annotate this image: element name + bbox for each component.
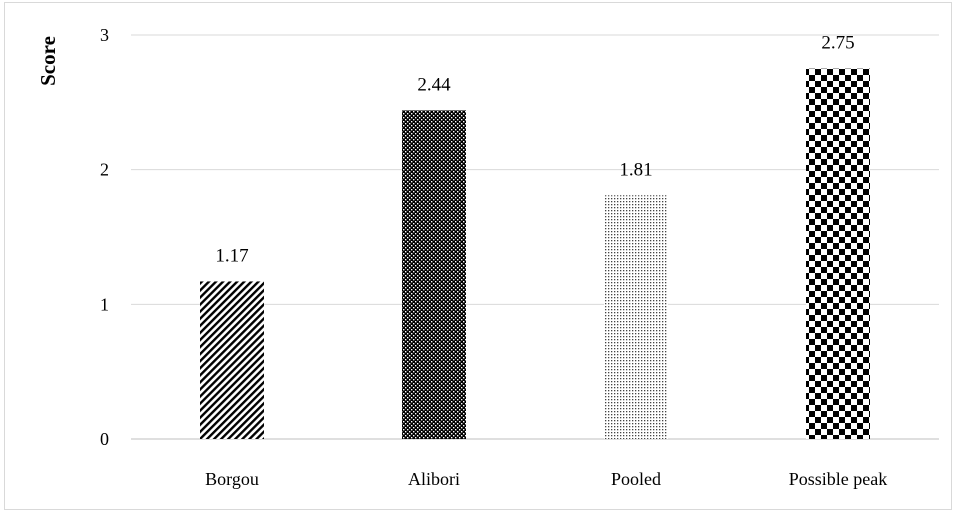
chart-frame: 0 1 2 3 1.17 Borgou 2.44 Alibori 1.81 Pooled 2.75 P… — [4, 2, 952, 510]
data-label: 1.17 — [215, 245, 248, 266]
labels: 0 1 2 3 1.17 Borgou 2.44 Alibori 1.81 Pooled 2.75 P… — [100, 25, 887, 489]
gridlines — [131, 34, 939, 440]
x-tick-label: Alibori — [408, 469, 460, 489]
x-tick-label: Possible peak — [789, 469, 888, 489]
bar-chart: 0 1 2 3 1.17 Borgou 2.44 Alibori 1.81 Pooled 2.75 P… — [36, 25, 939, 489]
bars — [200, 68, 870, 440]
y-tick-label: 3 — [100, 25, 109, 45]
x-tick-label: Pooled — [611, 469, 661, 489]
y-tick-label: 0 — [100, 429, 109, 449]
bar-possible-peak — [806, 68, 870, 440]
data-label: 1.81 — [619, 159, 652, 180]
x-tick-label: Borgou — [205, 469, 259, 489]
bar-alibori — [402, 110, 466, 439]
bar-pooled — [604, 195, 668, 439]
y-axis-label: Score — [36, 36, 60, 86]
data-label: 2.44 — [417, 74, 451, 95]
bar-borgou — [200, 281, 264, 439]
y-tick-label: 2 — [100, 160, 109, 180]
y-tick-label: 1 — [100, 294, 109, 314]
data-label: 2.75 — [821, 33, 854, 54]
